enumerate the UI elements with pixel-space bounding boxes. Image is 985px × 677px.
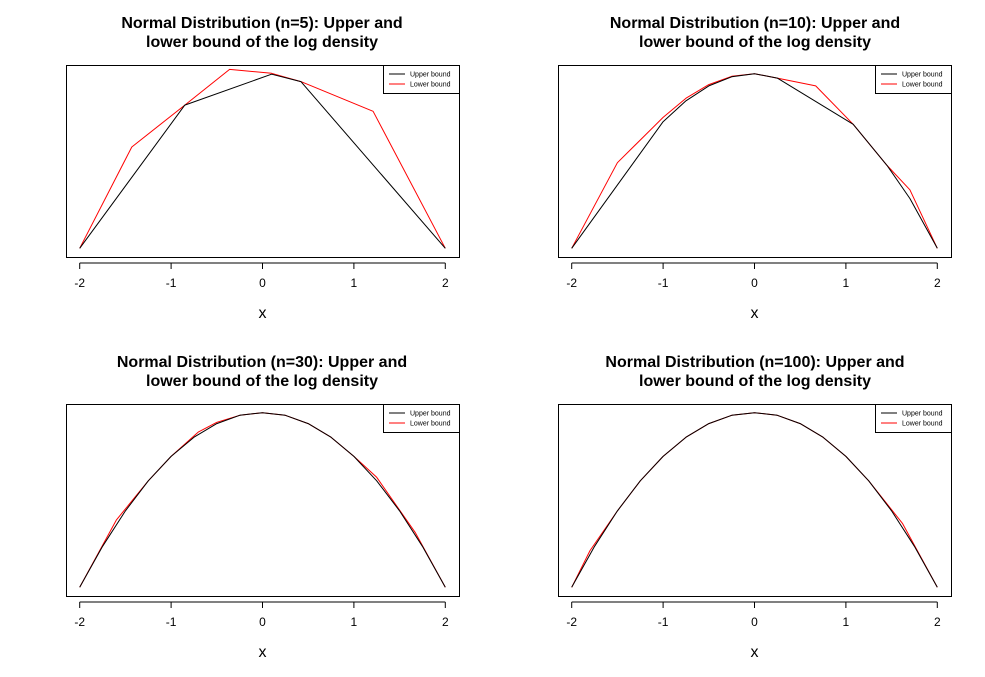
x-tick-label: -1 — [166, 276, 177, 290]
x-tick-label: -2 — [74, 276, 85, 290]
x-tick-label: 2 — [442, 276, 449, 290]
upper-bound-line — [571, 412, 938, 588]
x-tick-label: 2 — [934, 276, 941, 290]
plot-frame — [66, 65, 460, 258]
legend-box — [875, 404, 952, 433]
chart-title-line: Normal Distribution (n=10): Upper and — [610, 15, 900, 32]
plot-frame — [558, 404, 952, 597]
x-axis-label: x — [751, 305, 759, 322]
x-tick-label: 1 — [351, 615, 358, 629]
x-tick-label: 1 — [843, 615, 850, 629]
chart-title-line: Normal Distribution (n=5): Upper and — [121, 15, 402, 32]
x-tick-label: 0 — [259, 615, 266, 629]
chart-title-line: lower bound of the log density — [146, 34, 378, 51]
legend-label: Upper bound — [902, 72, 943, 79]
legend-label: Upper bound — [902, 411, 943, 418]
chart-title: Normal Distribution (n=10): Upper and low… — [610, 15, 900, 51]
chart-title: Normal Distribution (n=5): Upper and lowe… — [121, 15, 402, 51]
lower-bound-line — [571, 73, 938, 249]
legend-label: Lower bound — [902, 421, 943, 428]
chart-title: Normal Distribution (n=100): Upper and lo… — [605, 354, 904, 390]
x-tick-label: 2 — [934, 615, 941, 629]
x-tick-label: 0 — [751, 276, 758, 290]
legend-box — [383, 404, 460, 433]
x-axis-label: x — [751, 644, 759, 661]
x-axis-label: x — [259, 644, 267, 661]
x-tick-label: -1 — [658, 615, 669, 629]
chart-title: Normal Distribution (n=30): Upper and low… — [117, 354, 407, 390]
x-tick-label: -2 — [566, 615, 577, 629]
upper-bound-line — [79, 73, 446, 249]
chart-title-line: lower bound of the log density — [639, 34, 871, 51]
legend-box — [875, 65, 952, 94]
x-tick-label: 2 — [442, 615, 449, 629]
plot-frame — [558, 65, 952, 258]
legend-box — [383, 65, 460, 94]
x-axis-label: x — [259, 305, 267, 322]
x-tick-label: 0 — [751, 615, 758, 629]
x-tick-label: -2 — [74, 615, 85, 629]
x-tick-label: -1 — [166, 615, 177, 629]
x-tick-label: -1 — [658, 276, 669, 290]
chart-title-line: lower bound of the log density — [639, 373, 871, 390]
x-tick-label: 0 — [259, 276, 266, 290]
chart-title-line: lower bound of the log density — [146, 373, 378, 390]
x-tick-label: -2 — [566, 276, 577, 290]
lower-bound-line — [79, 412, 446, 588]
upper-bound-line — [79, 412, 446, 588]
legend-label: Upper bound — [410, 72, 451, 79]
chart-title-line: Normal Distribution (n=30): Upper and — [117, 354, 407, 371]
lower-bound-line — [79, 68, 446, 249]
legend-label: Lower bound — [902, 82, 943, 89]
chart-panel-1: Normal Distribution (n=5): Upper and lowe… — [66, 15, 460, 322]
plot-frame — [66, 404, 460, 597]
chart-panel-2: Normal Distribution (n=10): Upper and low… — [558, 15, 952, 322]
chart-panel-3: Normal Distribution (n=30): Upper and low… — [66, 354, 460, 661]
legend-label: Lower bound — [410, 421, 451, 428]
x-tick-label: 1 — [843, 276, 850, 290]
legend-label: Upper bound — [410, 411, 451, 418]
legend-label: Lower bound — [410, 82, 451, 89]
x-tick-label: 1 — [351, 276, 358, 290]
chart-title-line: Normal Distribution (n=100): Upper and — [605, 354, 904, 371]
chart-panel-4: Normal Distribution (n=100): Upper and lo… — [558, 354, 952, 661]
lower-bound-line — [571, 412, 938, 588]
upper-bound-line — [571, 73, 938, 249]
